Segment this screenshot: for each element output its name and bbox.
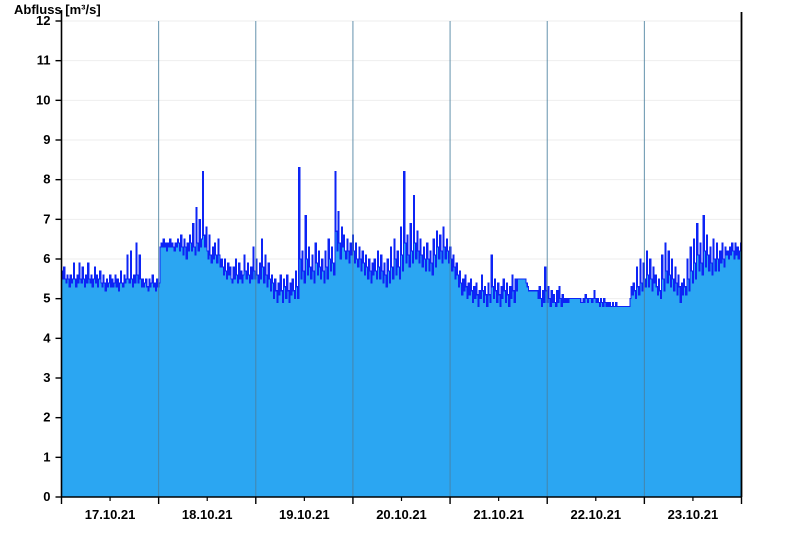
- series-area-fill: [61, 21, 742, 497]
- x-tick-label: 21.10.21: [473, 507, 524, 522]
- series-line: [61, 21, 743, 308]
- x-tick-label: 19.10.21: [279, 507, 330, 522]
- y-tick-label: 3: [43, 370, 50, 385]
- y-tick-label: 7: [43, 211, 50, 226]
- y-tick-label: 0: [43, 489, 50, 504]
- x-tick-label: 20.10.21: [376, 507, 427, 522]
- x-axis-ticks: 17.10.21 18.10.21 19.10.21 20.10.21 21.10.21…: [60, 497, 743, 522]
- x-tick-label: 18.10.21: [182, 507, 233, 522]
- y-tick-label: 8: [43, 172, 50, 187]
- y-tick-label: 4: [43, 330, 51, 345]
- y-tick-label: 6: [43, 251, 50, 266]
- y-tick-label: 11: [37, 53, 51, 68]
- y-tick-label: 2: [43, 410, 50, 425]
- x-tick-label: 22.10.21: [570, 507, 621, 522]
- x-tick-label: 17.10.21: [85, 507, 136, 522]
- y-axis-title: Abfluss [m³/s]: [14, 2, 101, 17]
- data-area-series: [61, 21, 743, 497]
- y-tick-label: 1: [43, 449, 50, 464]
- y-tick-label: 5: [43, 291, 50, 306]
- x-tick-label: 23.10.21: [668, 507, 719, 522]
- y-tick-label: 12: [36, 13, 50, 28]
- y-tick-label: 10: [36, 92, 50, 107]
- y-tick-label: 9: [43, 132, 50, 147]
- day-separators-group: [158, 21, 645, 497]
